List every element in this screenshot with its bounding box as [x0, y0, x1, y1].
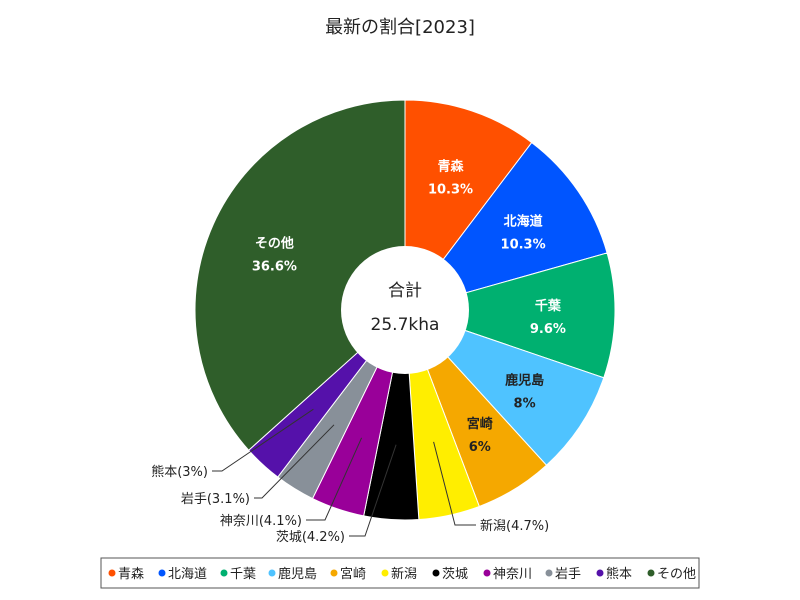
legend-label: 神奈川 [493, 567, 532, 582]
callout-label: 熊本(3%) [151, 464, 208, 480]
legend-marker [545, 569, 553, 577]
slice-label-percent: 10.3% [501, 237, 546, 252]
legend-marker [647, 569, 655, 577]
pie-slice-11 [194, 99, 406, 451]
legend-marker [158, 569, 166, 577]
slice-label-percent: 6% [469, 440, 491, 455]
slice-label-percent: 10.3% [428, 182, 473, 197]
legend-label: 千葉 [230, 567, 256, 582]
legend-marker [596, 569, 604, 577]
callout-line [349, 444, 397, 537]
legend-marker [483, 569, 491, 577]
slice-label-percent: 8% [514, 396, 536, 411]
legend-marker [432, 569, 440, 577]
center-label: 合計 [388, 281, 422, 301]
legend-label: 茨城 [442, 567, 468, 582]
callout-label: 茨城(4.2%) [276, 530, 345, 545]
legend: 青森 北海道 千葉 鹿児島 宮崎 新潟 茨城 神奈川 岩手 熊本 その他 [108, 566, 696, 582]
legend-label: 宮崎 [340, 566, 366, 582]
slice-label-name: 宮崎 [467, 416, 493, 432]
legend-label: 鹿児島 [278, 566, 317, 582]
callout-label: 岩手(3.1%) [181, 492, 250, 507]
legend-marker [330, 569, 338, 577]
legend-marker [220, 569, 228, 577]
legend-label: 熊本 [606, 566, 632, 582]
slice-label-percent: 36.6% [252, 260, 297, 275]
legend-label: 岩手 [555, 567, 581, 582]
slice-label-name: その他 [255, 236, 294, 252]
callout-line [212, 408, 314, 472]
donut-hole [341, 246, 469, 374]
legend-label: その他 [657, 567, 696, 582]
callout-line [433, 441, 476, 526]
callout-label: 新潟(4.7%) [480, 518, 549, 534]
legend-label: 青森 [118, 567, 144, 582]
slice-label-percent: 9.6% [530, 322, 566, 337]
legend-label: 新潟 [391, 566, 417, 582]
slice-label-name: 北海道 [504, 213, 543, 229]
pie-slice-3 [403, 252, 616, 379]
callout-label: 神奈川(4.1%) [220, 514, 302, 529]
callout-line [306, 437, 363, 521]
slice-labels: 青森 10.3% 北海道 10.3% 千葉 9.6% 鹿児島 8% 宮崎 6% 新潟(4.7%) 茨城… [151, 158, 566, 545]
center-total: 25.7kha [371, 315, 440, 335]
legend-marker [108, 569, 116, 577]
slice-label-name: 千葉 [535, 298, 562, 314]
legend-label: 北海道 [168, 567, 207, 582]
slice-label-name: 青森 [437, 158, 464, 174]
legend-marker [381, 569, 389, 577]
legend-marker [268, 569, 276, 577]
slice-label-name: 鹿児島 [505, 372, 544, 388]
pie-slice-2 [403, 141, 608, 311]
chart-title: 最新の割合[2023] [325, 17, 475, 38]
callout-line [254, 424, 335, 499]
